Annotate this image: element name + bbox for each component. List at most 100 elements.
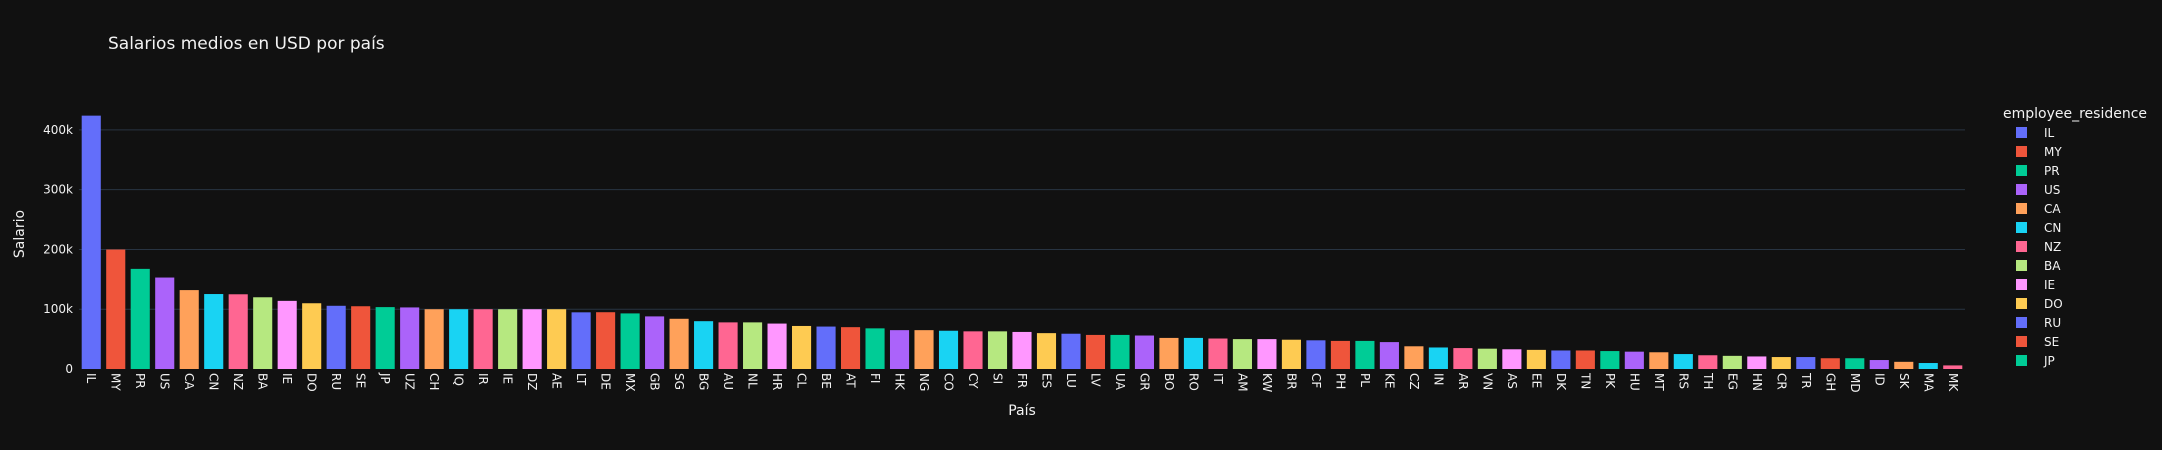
x-tick-label: PR [133,373,147,389]
bar [1771,357,1791,369]
bar [1134,335,1155,369]
x-tick-label: EG [1725,373,1739,390]
x-tick-label: DE [599,373,613,390]
bar [1894,361,1914,369]
x-tick-label: CN [207,373,221,390]
bar [1649,352,1669,369]
bar [743,322,763,369]
x-axis-title: País [1008,403,1036,419]
bar [1575,350,1595,369]
x-tick-label: VN [1480,373,1494,390]
x-tick-label: MA [1921,373,1935,392]
bar [1404,346,1424,369]
x-tick-label: HK [893,373,907,391]
x-tick-label: TH [1701,372,1715,389]
x-tick-label: MK [1946,373,1960,392]
x-tick-label: PK [1603,373,1617,389]
legend-swatch [2016,146,2027,157]
x-tick-label: AT [844,373,858,388]
x-tick-label: BE [819,373,833,389]
x-tick-label: IN [1431,373,1445,386]
bar [816,326,836,369]
x-tick-label: AM [1235,373,1249,392]
x-tick-label: BR [1284,373,1298,390]
x-tick-label: GH [1823,373,1837,391]
y-tick-label: 200k [43,242,73,256]
x-tick-label: LU [1064,373,1078,388]
bar [81,115,101,370]
y-axis-ticks: 0 100k 200k 300k 400k [43,123,73,376]
bars [81,115,1963,370]
x-tick-label: FR [1015,373,1029,388]
y-tick-label: 100k [43,302,73,316]
y-tick-label: 400k [43,123,73,137]
y-tick-label: 0 [65,362,73,376]
x-tick-label: CZ [1407,373,1421,390]
chart-title: Salarios medios en USD por país [108,34,385,54]
bar [1306,340,1326,369]
legend-swatch [2016,127,2027,138]
bar [522,309,542,369]
x-tick-label: CY [966,373,980,389]
x-tick-label: CL [795,373,809,388]
legend-item-label: US [2044,183,2060,197]
x-tick-label: IE [501,373,515,384]
x-tick-label: NG [917,373,931,391]
bar [326,305,346,369]
bar [840,327,861,369]
legend-swatch [2016,279,2027,290]
legend-item-label: MY [2044,145,2062,159]
x-tick-label: TR [1799,372,1813,389]
x-tick-label: CO [942,373,956,391]
bar [228,294,248,369]
bar [1820,358,1840,369]
legend-item-label: CN [2044,221,2061,235]
x-tick-label: MT [1652,373,1666,391]
x-tick-label: SI [991,373,1005,384]
bar [1012,331,1032,369]
x-tick-label: BG [697,373,711,390]
x-tick-label: GB [648,373,662,391]
bar [1379,342,1399,369]
legend-item-label: DO [2044,297,2063,311]
bar [1869,360,1889,369]
bar [1330,340,1350,369]
legend-swatch [2016,355,2027,366]
x-tick-label: RO [1186,373,1200,391]
legend-swatch [2016,184,2027,195]
bar [865,328,885,369]
x-tick-label: HU [1627,373,1641,391]
x-tick-label: BO [1162,373,1176,390]
x-tick-label: RS [1676,373,1690,389]
bar [718,322,738,369]
bar [1085,334,1106,369]
bar [1796,357,1816,369]
bar [1502,349,1522,369]
legend-swatch [2016,165,2027,176]
legend-swatch [2016,203,2027,214]
bar [1208,338,1228,369]
x-tick-label: SE [354,373,368,388]
bar [375,307,395,369]
x-tick-label: KW [1260,373,1274,392]
x-tick-label: CA [182,373,196,390]
bar [1673,354,1693,369]
bar [1453,348,1473,369]
bar [1232,339,1252,369]
legend-swatch [2016,260,2027,271]
bar [277,300,297,369]
bar [302,303,322,369]
bar [449,309,469,369]
bar [1183,337,1204,369]
bar [1747,356,1767,369]
x-tick-label: AS [1505,373,1519,389]
x-tick-label: IT [1211,373,1225,385]
legend-title: employee_residence [2003,106,2147,122]
bar [571,312,591,369]
x-tick-label: FI [868,373,882,383]
legend: employee_residence IL MY PR US CA CN NZ BA IE DO R… [2003,106,2147,368]
bar [767,323,787,369]
x-tick-label: KE [1382,373,1396,388]
bar [792,325,812,369]
